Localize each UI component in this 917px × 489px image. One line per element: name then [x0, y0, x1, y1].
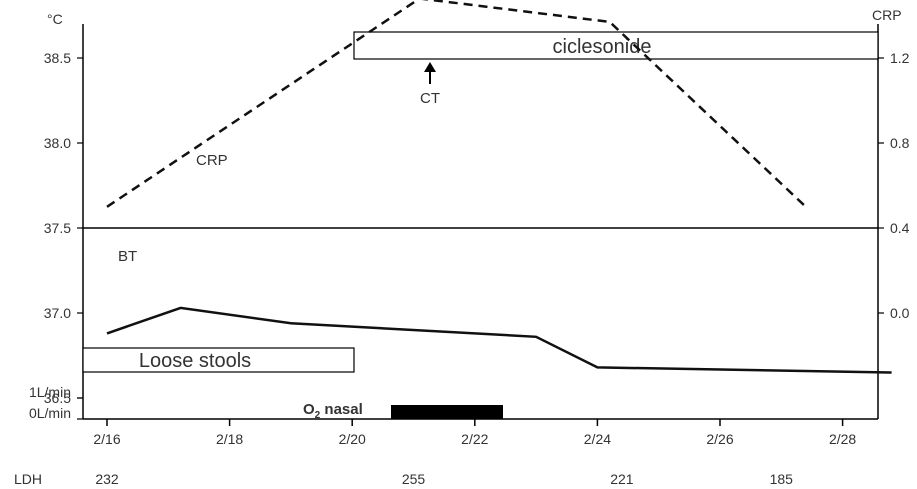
left-tick-label: 37.0	[44, 305, 71, 321]
ciclesonide-label: ciclesonide	[553, 36, 652, 58]
left-tick-label: 38.5	[44, 50, 71, 66]
ciclesonide-bar	[353, 31, 879, 60]
ct-arrow-head	[424, 62, 436, 72]
o2-nasal-bar	[391, 405, 503, 419]
right-tick-label: 0.4	[890, 220, 910, 236]
bt-line	[106, 306, 892, 374]
crp-line	[106, 0, 807, 208]
x-tick-label: 2/16	[93, 431, 120, 447]
left-tick-label: 37.5	[44, 220, 71, 236]
oxygen-tick-label: 0L/min	[29, 405, 71, 421]
right-tick-label: 1.2	[890, 50, 910, 66]
crp-series-label: CRP	[196, 152, 228, 169]
oxygen-tick-label: 1L/min	[29, 384, 71, 400]
x-tick-label: 2/22	[461, 431, 488, 447]
x-tick-label: 2/20	[339, 431, 366, 447]
ldh-value: 185	[770, 471, 794, 487]
right-axis-unit: CRP	[872, 7, 902, 23]
left-tick-label: 36.5	[44, 390, 71, 406]
left-tick-label: 38.0	[44, 135, 71, 151]
right-tick-label: 0.0	[890, 305, 910, 321]
ldh-value: 221	[610, 471, 634, 487]
chart-marks: 2/162/182/202/222/242/262/2839.539.038.5…	[29, 0, 910, 487]
x-tick-label: 2/18	[216, 431, 243, 447]
loose-stools-bar	[82, 347, 355, 373]
right-tick-label: 0.8	[890, 135, 910, 151]
loose-stools-label: Loose stools	[139, 350, 251, 372]
ct-label: CT	[420, 90, 440, 107]
bt-series-label: BT	[118, 248, 137, 265]
ldh-value: 255	[402, 471, 426, 487]
left-axis-unit: °C	[47, 11, 63, 27]
x-tick-label: 2/26	[706, 431, 733, 447]
o2-nasal-label: O2 nasal	[303, 401, 363, 421]
x-tick-label: 2/24	[584, 431, 611, 447]
x-tick-label: 2/28	[829, 431, 856, 447]
ldh-row-label: LDH	[14, 471, 42, 487]
ldh-value: 232	[95, 471, 119, 487]
